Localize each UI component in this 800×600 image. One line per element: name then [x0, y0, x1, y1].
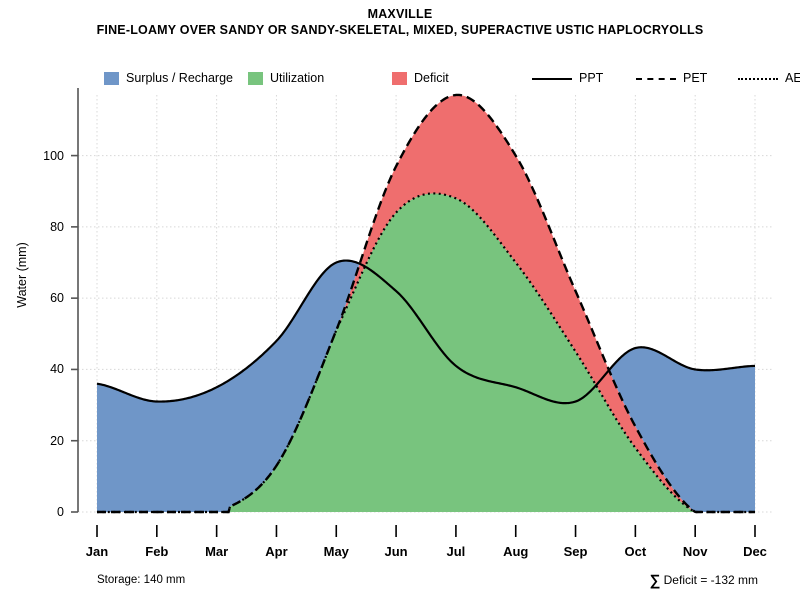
x-tick-label-mar: Mar — [205, 544, 229, 559]
utilization-fill — [229, 193, 695, 513]
deficit-annotation-text: Deficit = -132 mm — [663, 573, 758, 587]
legend-item-deficit: Deficit — [392, 68, 449, 88]
surplus-fill — [609, 347, 755, 512]
legend-label-deficit: Deficit — [414, 71, 449, 85]
legend-label-surplus: Surplus / Recharge — [126, 71, 234, 85]
deficit-swatch-icon — [392, 71, 407, 85]
x-tick-label-feb: Feb — [145, 544, 169, 559]
legend-item-aet: AET — [738, 68, 800, 88]
x-tick-label-aug: Aug — [503, 544, 529, 559]
x-tick-label-jul: Jul — [446, 544, 466, 559]
y-tick-label: 100 — [43, 148, 64, 163]
chart-title-line1: MAXVILLE — [367, 7, 433, 21]
aet-curve — [97, 192, 755, 514]
sigma-icon: ∑ — [649, 572, 661, 589]
deficit-fill — [336, 94, 695, 512]
pet-curve — [97, 93, 755, 514]
x-tick-label-oct: Oct — [624, 544, 647, 559]
chart-legend: Surplus / Recharge Utilization Deficit P… — [100, 68, 800, 88]
ppt-curve — [96, 259, 756, 405]
storage-annotation: Storage: 140 mm — [97, 574, 186, 586]
legend-label-pet: PET — [683, 71, 708, 85]
x-tick-label-nov: Nov — [682, 544, 708, 559]
deficit-annotation: ∑ Deficit = -132 mm — [650, 572, 758, 589]
y-tick-label: 20 — [50, 433, 64, 448]
dashed-line-icon — [636, 72, 676, 85]
x-tick-label-apr: Apr — [265, 544, 288, 559]
y-tick-label: 40 — [50, 362, 64, 377]
chart-title-line2: FINE-LOAMY OVER SANDY OR SANDY-SKELETAL,… — [96, 23, 704, 37]
utilization-swatch-icon — [248, 71, 263, 85]
legend-item-ppt: PPT — [532, 68, 603, 88]
x-tick-label-jun: Jun — [384, 544, 408, 559]
surplus-fill — [97, 260, 359, 512]
x-tick-label-sep: Sep — [563, 544, 588, 559]
x-tick-label-dec: Dec — [743, 544, 767, 559]
legend-label-ppt: PPT — [579, 71, 604, 85]
legend-item-surplus: Surplus / Recharge — [104, 68, 233, 88]
solid-line-icon — [532, 72, 572, 85]
legend-item-utilization: Utilization — [248, 68, 324, 88]
legend-label-utilization: Utilization — [270, 71, 325, 85]
surplus-swatch-icon — [104, 71, 119, 85]
dotted-line-icon — [738, 72, 778, 85]
chart-title: MAXVILLE FINE-LOAMY OVER SANDY OR SANDY-… — [0, 6, 800, 38]
legend-label-aet: AET — [785, 71, 800, 85]
y-tick-label: 0 — [57, 505, 64, 519]
x-tick-label-may: May — [323, 544, 349, 559]
legend-item-pet: PET — [636, 68, 707, 88]
x-tick-label-jan: Jan — [85, 544, 109, 559]
y-tick-label: 60 — [50, 291, 64, 306]
y-tick-label: 80 — [50, 219, 64, 234]
